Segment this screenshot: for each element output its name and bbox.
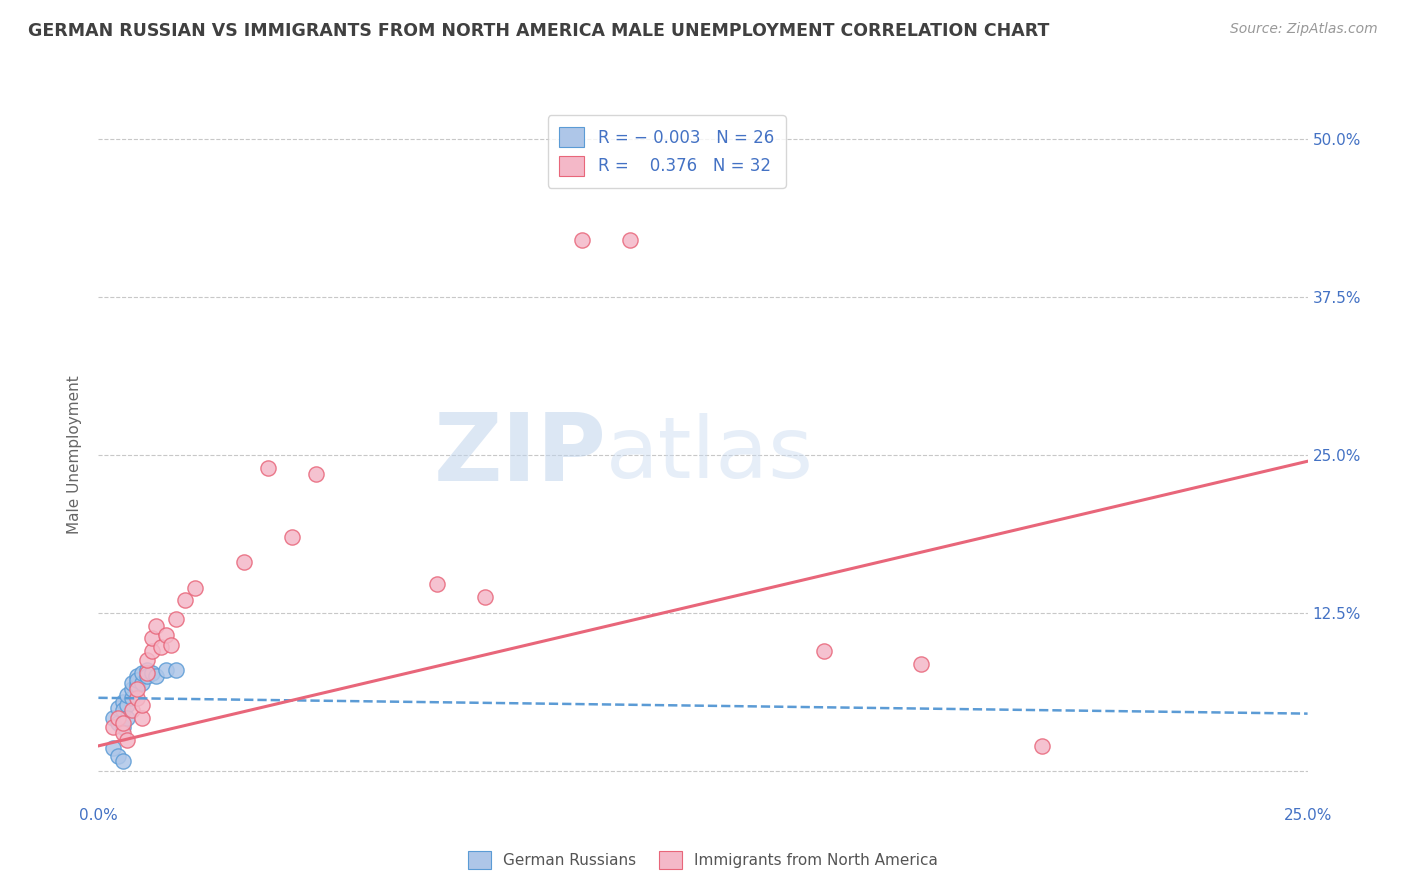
Point	[111, 720, 134, 734]
Point	[141, 665, 163, 680]
Point	[121, 681, 143, 696]
Point	[135, 653, 157, 667]
Point	[155, 663, 177, 677]
Point	[131, 711, 153, 725]
Point	[281, 530, 304, 544]
Point	[111, 754, 134, 768]
Point	[101, 720, 124, 734]
Point	[131, 665, 153, 680]
Point	[127, 673, 149, 687]
Point	[117, 732, 139, 747]
Point	[141, 632, 163, 646]
Point	[135, 663, 157, 677]
Point	[127, 681, 149, 696]
Point	[145, 669, 167, 683]
Point	[127, 690, 149, 705]
Legend: R = − 0.003   N = 26, R =    0.376   N = 32: R = − 0.003 N = 26, R = 0.376 N = 32	[548, 115, 786, 187]
Point	[135, 665, 157, 680]
Point	[121, 703, 143, 717]
Text: atlas: atlas	[606, 413, 814, 497]
Point	[1031, 739, 1053, 753]
Point	[165, 612, 187, 626]
Point	[474, 590, 496, 604]
Point	[111, 716, 134, 731]
Point	[121, 675, 143, 690]
Text: GERMAN RUSSIAN VS IMMIGRANTS FROM NORTH AMERICA MALE UNEMPLOYMENT CORRELATION CH: GERMAN RUSSIAN VS IMMIGRANTS FROM NORTH …	[28, 22, 1049, 40]
Point	[165, 663, 187, 677]
Point	[232, 556, 254, 570]
Legend: German Russians, Immigrants from North America: German Russians, Immigrants from North A…	[461, 845, 945, 875]
Point	[131, 675, 153, 690]
Point	[107, 711, 129, 725]
Point	[426, 577, 449, 591]
Point	[131, 698, 153, 713]
Point	[155, 627, 177, 641]
Point	[107, 701, 129, 715]
Point	[117, 711, 139, 725]
Point	[174, 593, 197, 607]
Point	[160, 638, 183, 652]
Point	[571, 233, 593, 247]
Point	[184, 581, 207, 595]
Point	[117, 698, 139, 713]
Point	[305, 467, 328, 481]
Point	[127, 678, 149, 692]
Point	[135, 669, 157, 683]
Point	[127, 669, 149, 683]
Point	[107, 749, 129, 764]
Y-axis label: Male Unemployment: Male Unemployment	[67, 376, 83, 534]
Point	[619, 233, 641, 247]
Point	[813, 644, 835, 658]
Point	[150, 640, 173, 655]
Text: ZIP: ZIP	[433, 409, 606, 501]
Text: Source: ZipAtlas.com: Source: ZipAtlas.com	[1230, 22, 1378, 37]
Point	[121, 690, 143, 705]
Point	[111, 695, 134, 709]
Point	[256, 460, 278, 475]
Point	[141, 644, 163, 658]
Point	[101, 741, 124, 756]
Point	[111, 726, 134, 740]
Point	[117, 688, 139, 702]
Point	[145, 618, 167, 632]
Point	[101, 711, 124, 725]
Point	[111, 703, 134, 717]
Point	[910, 657, 932, 671]
Point	[107, 716, 129, 731]
